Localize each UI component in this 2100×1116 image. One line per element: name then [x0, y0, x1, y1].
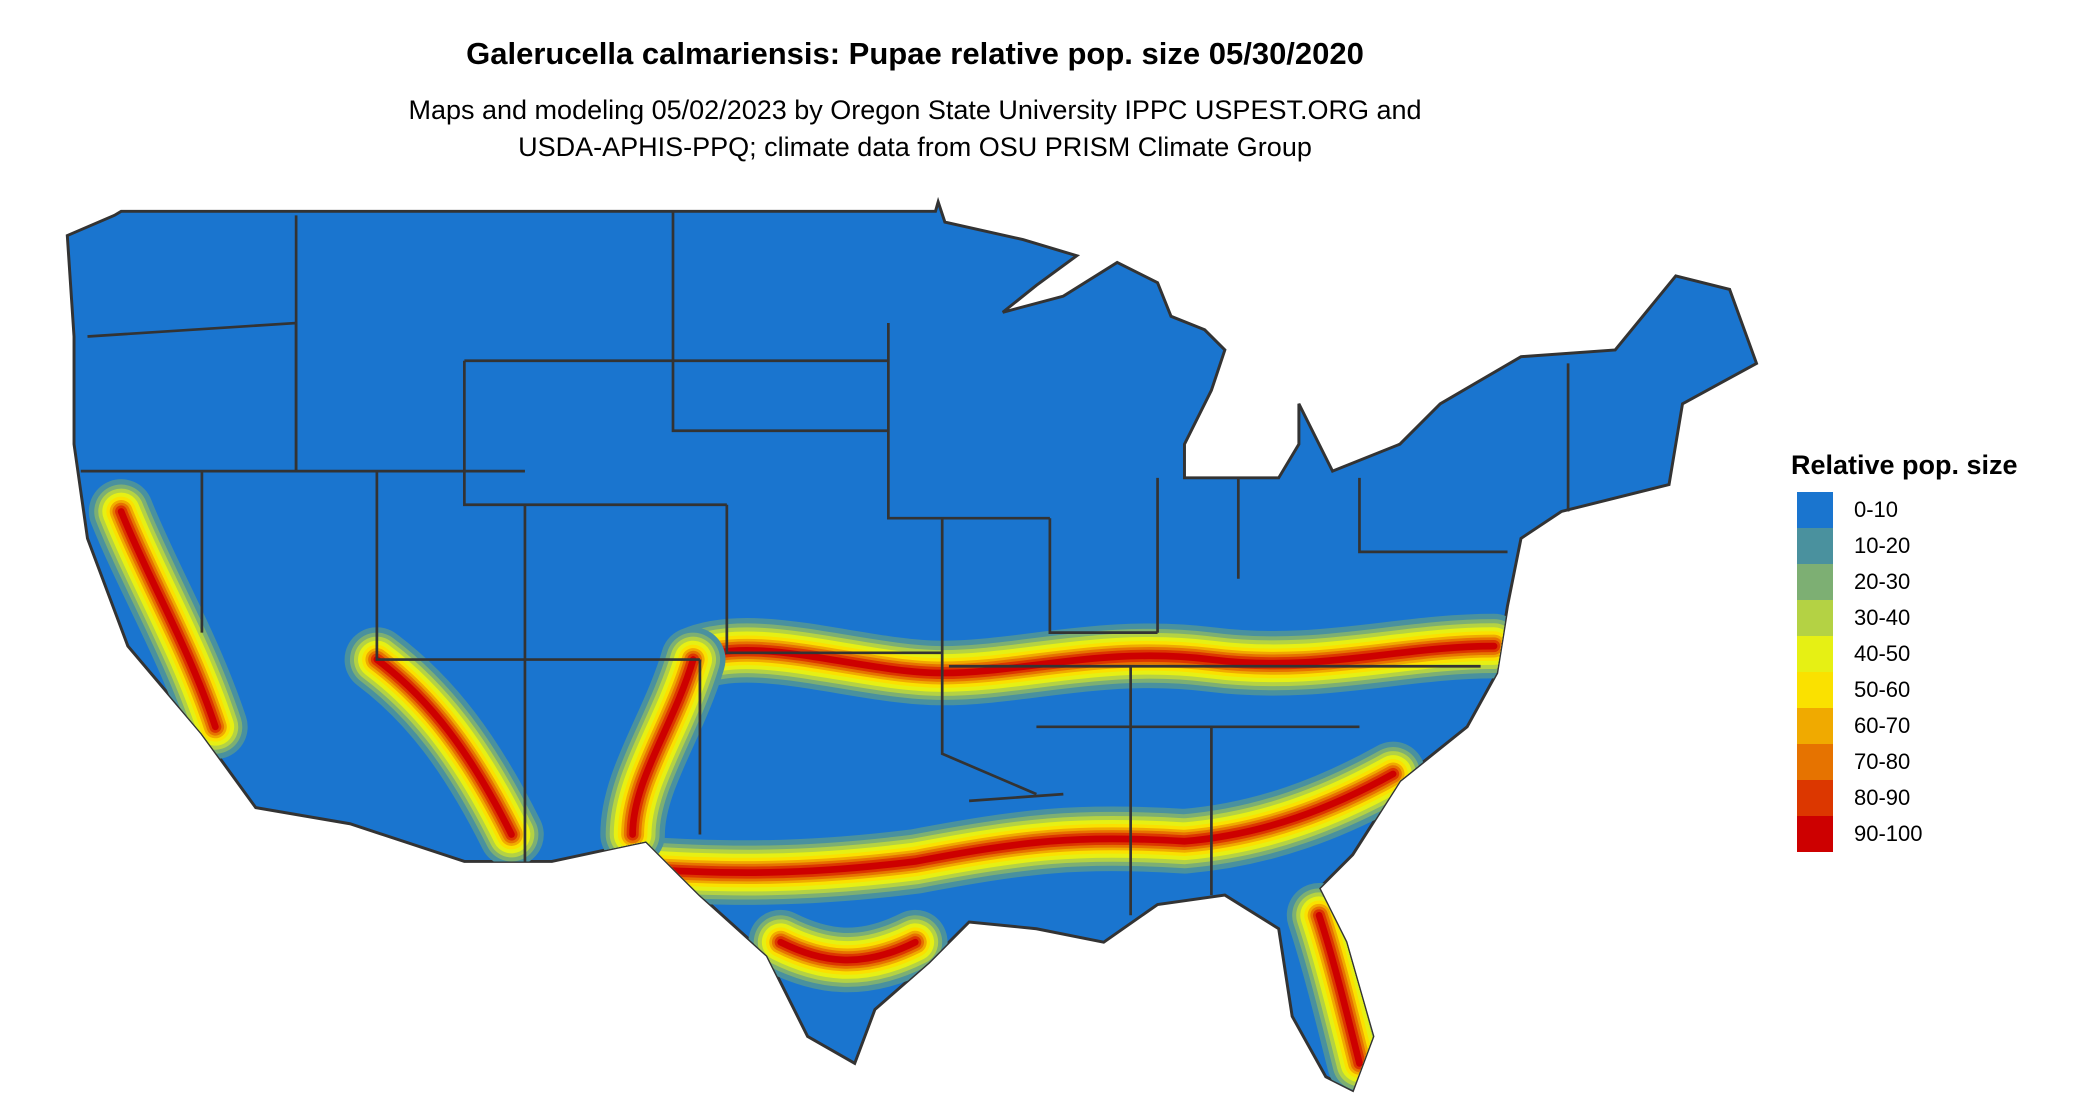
legend-label: 70-80 — [1854, 749, 1911, 774]
population-bands — [88, 479, 1527, 1091]
legend-swatch — [1797, 492, 1833, 528]
legend-item: 0-10 — [1797, 492, 2018, 528]
legend-swatch — [1797, 528, 1833, 564]
legend-item: 50-60 — [1797, 672, 2018, 708]
population-band — [373, 656, 515, 838]
legend-label: 60-70 — [1854, 713, 1911, 738]
legend: Relative pop. size 0-10 10-20 20-30 30-40 40… — [1791, 450, 2018, 852]
legend-item: 20-30 — [1797, 564, 2018, 600]
legend-swatch — [1797, 600, 1833, 636]
population-band — [117, 508, 219, 731]
legend-swatch — [1797, 780, 1833, 816]
legend-label: 90-100 — [1854, 821, 1923, 846]
legend-item: 70-80 — [1797, 744, 2018, 780]
map-title: Galerucella calmariensis: Pupae relative… — [466, 36, 1364, 71]
population-band — [629, 770, 1397, 876]
legend-label: 50-60 — [1854, 677, 1911, 702]
legend-swatch — [1797, 636, 1833, 672]
legend-label: 0-10 — [1854, 497, 1899, 522]
state-boundaries — [80, 211, 1570, 916]
state-boundary — [671, 211, 889, 433]
legend-item: 90-100 — [1797, 816, 2018, 852]
population-band — [689, 642, 1498, 677]
population-band — [1315, 911, 1363, 1067]
legend-swatch — [1797, 744, 1833, 780]
legend-swatch — [1797, 708, 1833, 744]
legend-swatch — [1797, 672, 1833, 708]
state-boundary — [375, 471, 700, 661]
state-boundary — [1048, 518, 1158, 634]
state-boundary — [1358, 477, 1508, 554]
state-boundary — [940, 518, 1037, 796]
legend-item: 40-50 — [1797, 636, 2018, 672]
population-band — [629, 656, 697, 838]
state-boundary — [887, 323, 1050, 520]
population-band — [777, 938, 919, 964]
legend-label: 30-40 — [1854, 605, 1911, 630]
legend-label: 10-20 — [1854, 533, 1911, 558]
state-boundary — [969, 792, 1064, 803]
legend-label: 80-90 — [1854, 785, 1911, 810]
legend-item: 10-20 — [1797, 528, 2018, 564]
subtitle-line-2: USDA-APHIS-PPQ; climate data from OSU PR… — [518, 132, 1312, 162]
legend-title: Relative pop. size — [1791, 450, 2018, 480]
legend-label: 40-50 — [1854, 641, 1911, 666]
legend-item: 80-90 — [1797, 780, 2018, 816]
legend-item: 30-40 — [1797, 600, 2018, 636]
legend-swatch — [1797, 816, 1833, 852]
subtitle-line-1: Maps and modeling 05/02/2023 by Oregon S… — [408, 95, 1422, 125]
legend-swatch — [1797, 564, 1833, 600]
legend-label: 20-30 — [1854, 569, 1911, 594]
legend-item: 60-70 — [1797, 708, 2018, 744]
state-boundary — [725, 504, 943, 655]
state-boundary — [463, 360, 727, 507]
